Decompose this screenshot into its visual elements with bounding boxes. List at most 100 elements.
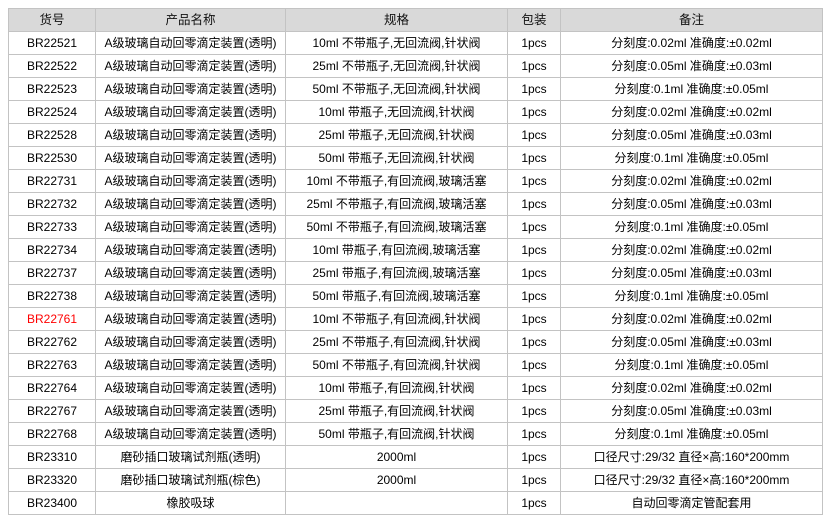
packing-cell: 1pcs bbox=[507, 491, 561, 515]
spec-cell: 50ml 带瓶子,有回流阀,针状阀 bbox=[285, 422, 508, 446]
spec-cell: 10ml 不带瓶子,无回流阀,针状阀 bbox=[285, 31, 508, 55]
item-code-cell: BR22764 bbox=[8, 376, 96, 400]
table-row: BR22768 A级玻璃自动回零滴定装置(透明) 50ml 带瓶子,有回流阀,针状阀… bbox=[8, 422, 823, 446]
item-code-cell: BR22523 bbox=[8, 77, 96, 101]
packing-cell: 1pcs bbox=[507, 353, 561, 377]
spec-cell: 50ml 不带瓶子,有回流阀,针状阀 bbox=[285, 353, 508, 377]
packing-cell: 1pcs bbox=[507, 261, 561, 285]
packing-cell: 1pcs bbox=[507, 399, 561, 423]
packing-cell: 1pcs bbox=[507, 468, 561, 492]
product-name-cell: A级玻璃自动回零滴定装置(透明) bbox=[95, 77, 286, 101]
remark-cell: 分刻度:0.05ml 准确度:±0.03ml bbox=[560, 192, 823, 216]
table-row: BR22528 A级玻璃自动回零滴定装置(透明) 25ml 带瓶子,无回流阀,针状阀… bbox=[8, 123, 823, 147]
item-code-cell: BR22761 bbox=[8, 307, 96, 331]
product-name-cell: A级玻璃自动回零滴定装置(透明) bbox=[95, 215, 286, 239]
table-row: BR22731 A级玻璃自动回零滴定装置(透明) 10ml 不带瓶子,有回流阀,玻璃… bbox=[8, 169, 823, 193]
packing-cell: 1pcs bbox=[507, 192, 561, 216]
item-code-cell: BR22522 bbox=[8, 54, 96, 78]
table-row: BR22764 A级玻璃自动回零滴定装置(透明) 10ml 带瓶子,有回流阀,针状阀… bbox=[8, 376, 823, 400]
product-name-cell: A级玻璃自动回零滴定装置(透明) bbox=[95, 422, 286, 446]
item-code-cell: BR22530 bbox=[8, 146, 96, 170]
header-row: 货号 产品名称 规格 包装 备注 bbox=[8, 8, 823, 32]
spec-cell: 10ml 不带瓶子,有回流阀,针状阀 bbox=[285, 307, 508, 331]
spec-cell: 25ml 不带瓶子,有回流阀,玻璃活塞 bbox=[285, 192, 508, 216]
spec-cell: 10ml 带瓶子,有回流阀,针状阀 bbox=[285, 376, 508, 400]
product-name-cell: A级玻璃自动回零滴定装置(透明) bbox=[95, 353, 286, 377]
column-header-packing: 包装 bbox=[507, 8, 561, 32]
remark-cell: 分刻度:0.05ml 准确度:±0.03ml bbox=[560, 54, 823, 78]
packing-cell: 1pcs bbox=[507, 100, 561, 124]
table-row: BR22737 A级玻璃自动回零滴定装置(透明) 25ml 带瓶子,有回流阀,玻璃活… bbox=[8, 261, 823, 285]
product-name-cell: 橡胶吸球 bbox=[95, 491, 286, 515]
item-code-cell: BR23320 bbox=[8, 468, 96, 492]
packing-cell: 1pcs bbox=[507, 123, 561, 147]
table-row: BR22762 A级玻璃自动回零滴定装置(透明) 25ml 不带瓶子,有回流阀,针状… bbox=[8, 330, 823, 354]
spec-cell: 50ml 不带瓶子,无回流阀,针状阀 bbox=[285, 77, 508, 101]
product-name-cell: A级玻璃自动回零滴定装置(透明) bbox=[95, 31, 286, 55]
packing-cell: 1pcs bbox=[507, 238, 561, 262]
spec-cell: 10ml 带瓶子,无回流阀,针状阀 bbox=[285, 100, 508, 124]
packing-cell: 1pcs bbox=[507, 215, 561, 239]
spec-cell: 50ml 带瓶子,无回流阀,针状阀 bbox=[285, 146, 508, 170]
packing-cell: 1pcs bbox=[507, 31, 561, 55]
remark-cell: 口径尺寸:29/32 直径×高:160*200mm bbox=[560, 468, 823, 492]
item-code-cell: BR22762 bbox=[8, 330, 96, 354]
column-header-product-name: 产品名称 bbox=[95, 8, 286, 32]
packing-cell: 1pcs bbox=[507, 422, 561, 446]
table-row: BR22530 A级玻璃自动回零滴定装置(透明) 50ml 带瓶子,无回流阀,针状阀… bbox=[8, 146, 823, 170]
remark-cell: 分刻度:0.1ml 准确度:±0.05ml bbox=[560, 77, 823, 101]
packing-cell: 1pcs bbox=[507, 330, 561, 354]
table-row: BR22522 A级玻璃自动回零滴定装置(透明) 25ml 不带瓶子,无回流阀,针状… bbox=[8, 54, 823, 78]
table-row: BR23400 橡胶吸球 1pcs 自动回零滴定管配套用 bbox=[8, 491, 823, 515]
spec-cell: 25ml 带瓶子,有回流阀,玻璃活塞 bbox=[285, 261, 508, 285]
table-row: BR22761 A级玻璃自动回零滴定装置(透明) 10ml 不带瓶子,有回流阀,针状… bbox=[8, 307, 823, 331]
packing-cell: 1pcs bbox=[507, 307, 561, 331]
table-row: BR23310 磨砂插口玻璃试剂瓶(透明) 2000ml 1pcs 口径尺寸:29/32… bbox=[8, 445, 823, 469]
spec-cell: 50ml 带瓶子,有回流阀,玻璃活塞 bbox=[285, 284, 508, 308]
product-name-cell: A级玻璃自动回零滴定装置(透明) bbox=[95, 238, 286, 262]
item-code-cell: BR22521 bbox=[8, 31, 96, 55]
table-body: BR22521 A级玻璃自动回零滴定装置(透明) 10ml 不带瓶子,无回流阀,针状… bbox=[8, 31, 823, 515]
item-code-cell: BR22731 bbox=[8, 169, 96, 193]
product-name-cell: A级玻璃自动回零滴定装置(透明) bbox=[95, 123, 286, 147]
item-code-cell: BR22738 bbox=[8, 284, 96, 308]
item-code-cell: BR22524 bbox=[8, 100, 96, 124]
remark-cell: 分刻度:0.1ml 准确度:±0.05ml bbox=[560, 284, 823, 308]
item-code-cell: BR23400 bbox=[8, 491, 96, 515]
spec-cell: 25ml 带瓶子,有回流阀,针状阀 bbox=[285, 399, 508, 423]
item-code-cell: BR23310 bbox=[8, 445, 96, 469]
remark-cell: 分刻度:0.02ml 准确度:±0.02ml bbox=[560, 376, 823, 400]
remark-cell: 分刻度:0.02ml 准确度:±0.02ml bbox=[560, 31, 823, 55]
packing-cell: 1pcs bbox=[507, 54, 561, 78]
product-name-cell: A级玻璃自动回零滴定装置(透明) bbox=[95, 376, 286, 400]
remark-cell: 分刻度:0.02ml 准确度:±0.02ml bbox=[560, 307, 823, 331]
item-code-cell: BR22528 bbox=[8, 123, 96, 147]
table-row: BR22738 A级玻璃自动回零滴定装置(透明) 50ml 带瓶子,有回流阀,玻璃活… bbox=[8, 284, 823, 308]
item-code-cell: BR22733 bbox=[8, 215, 96, 239]
remark-cell: 分刻度:0.05ml 准确度:±0.03ml bbox=[560, 123, 823, 147]
remark-cell: 分刻度:0.1ml 准确度:±0.05ml bbox=[560, 422, 823, 446]
packing-cell: 1pcs bbox=[507, 284, 561, 308]
item-code-cell: BR22768 bbox=[8, 422, 96, 446]
remark-cell: 口径尺寸:29/32 直径×高:160*200mm bbox=[560, 445, 823, 469]
product-name-cell: A级玻璃自动回零滴定装置(透明) bbox=[95, 100, 286, 124]
product-name-cell: A级玻璃自动回零滴定装置(透明) bbox=[95, 169, 286, 193]
table-row: BR22767 A级玻璃自动回零滴定装置(透明) 25ml 带瓶子,有回流阀,针状阀… bbox=[8, 399, 823, 423]
item-code-cell: BR22734 bbox=[8, 238, 96, 262]
table-row: BR23320 磨砂插口玻璃试剂瓶(棕色) 2000ml 1pcs 口径尺寸:29/32… bbox=[8, 468, 823, 492]
spec-cell: 50ml 不带瓶子,有回流阀,玻璃活塞 bbox=[285, 215, 508, 239]
item-code-cell: BR22767 bbox=[8, 399, 96, 423]
remark-cell: 分刻度:0.05ml 准确度:±0.03ml bbox=[560, 330, 823, 354]
spec-cell: 2000ml bbox=[285, 468, 508, 492]
table-row: BR22523 A级玻璃自动回零滴定装置(透明) 50ml 不带瓶子,无回流阀,针状… bbox=[8, 77, 823, 101]
remark-cell: 分刻度:0.1ml 准确度:±0.05ml bbox=[560, 215, 823, 239]
remark-cell: 分刻度:0.02ml 准确度:±0.02ml bbox=[560, 169, 823, 193]
product-name-cell: 磨砂插口玻璃试剂瓶(透明) bbox=[95, 445, 286, 469]
item-code-cell: BR22763 bbox=[8, 353, 96, 377]
product-name-cell: A级玻璃自动回零滴定装置(透明) bbox=[95, 54, 286, 78]
spec-cell: 25ml 带瓶子,无回流阀,针状阀 bbox=[285, 123, 508, 147]
spec-cell: 10ml 不带瓶子,有回流阀,玻璃活塞 bbox=[285, 169, 508, 193]
product-name-cell: A级玻璃自动回零滴定装置(透明) bbox=[95, 192, 286, 216]
packing-cell: 1pcs bbox=[507, 77, 561, 101]
product-name-cell: A级玻璃自动回零滴定装置(透明) bbox=[95, 261, 286, 285]
